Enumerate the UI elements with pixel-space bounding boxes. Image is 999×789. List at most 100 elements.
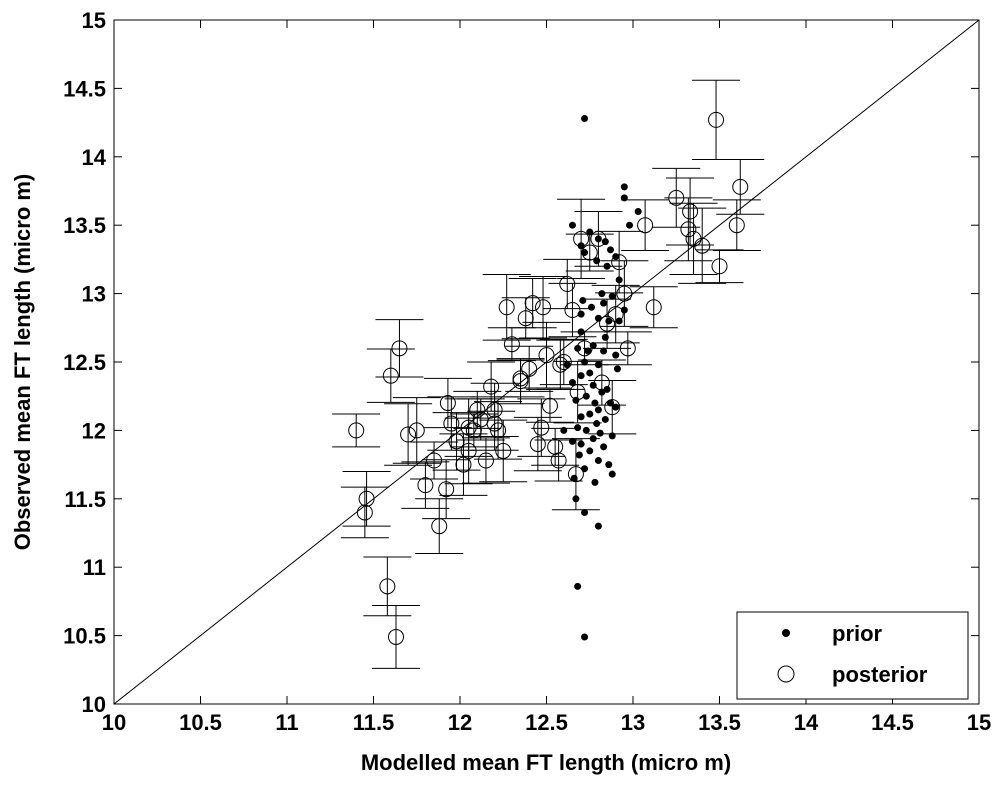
- prior-point: [579, 296, 587, 304]
- x-tick-label: 13.5: [698, 710, 741, 735]
- prior-point: [608, 470, 616, 478]
- y-tick-label: 10: [82, 692, 106, 717]
- posterior-error-bars: [332, 79, 765, 669]
- posterior-point: [529, 436, 546, 453]
- x-axis-title: Modelled mean FT length (micro m): [361, 750, 731, 775]
- posterior-point: [469, 401, 486, 418]
- prior-point: [560, 426, 568, 434]
- prior-point: [572, 495, 580, 503]
- prior-point: [577, 328, 585, 336]
- prior-point: [594, 406, 602, 414]
- posterior-point: [682, 203, 699, 220]
- posterior-point: [348, 422, 365, 439]
- y-tick-label: 11.5: [64, 487, 106, 512]
- posterior-point: [408, 422, 425, 439]
- posterior-point: [576, 340, 593, 357]
- posterior-point: [521, 360, 538, 377]
- posterior-point: [552, 356, 569, 373]
- prior-point: [584, 347, 592, 355]
- prior-point: [568, 437, 576, 445]
- prior-point: [575, 451, 583, 459]
- prior-point: [577, 413, 585, 421]
- posterior-point: [460, 419, 477, 436]
- x-tick-label: 14: [794, 710, 819, 735]
- posterior-point: [581, 244, 598, 261]
- prior-point: [574, 582, 582, 590]
- posterior-point: [593, 374, 610, 391]
- posterior-point: [607, 306, 624, 323]
- y-tick-label: 14.5: [63, 76, 106, 101]
- posterior-point: [559, 276, 576, 293]
- prior-point: [594, 361, 602, 369]
- prior-point: [589, 435, 597, 443]
- posterior-point: [694, 237, 711, 254]
- legend-posterior-marker: [777, 665, 795, 683]
- posterior-point: [358, 490, 375, 507]
- posterior-point: [495, 442, 512, 459]
- posterior-point: [604, 399, 621, 416]
- posterior-point: [573, 230, 590, 247]
- posterior-point: [431, 518, 448, 535]
- prior-point: [605, 317, 613, 325]
- prior-point: [587, 303, 595, 311]
- prior-point: [581, 508, 589, 516]
- axis-ticks: 10 10.5 11 11.5 12 12.5 13 13.5 14 14.5 15 10 10.5 11…: [63, 8, 991, 735]
- posterior-point: [391, 340, 408, 357]
- x-tick-label: 11.5: [353, 710, 395, 735]
- legend: prior posterior: [736, 611, 969, 700]
- prior-point: [570, 474, 578, 482]
- posterior-point: [616, 285, 633, 302]
- prior-point: [586, 228, 594, 236]
- posterior-point: [708, 111, 725, 128]
- posterior-point: [477, 452, 494, 469]
- posterior-point: [438, 481, 455, 498]
- prior-point: [620, 194, 628, 202]
- posterior-point: [685, 230, 702, 247]
- x-tick-label: 15: [967, 710, 991, 735]
- posterior-point: [533, 419, 550, 436]
- posterior-point: [538, 347, 555, 364]
- prior-point: [594, 235, 602, 243]
- x-tick-label: 10.5: [179, 710, 222, 735]
- prior-point: [586, 447, 594, 455]
- x-tick-label: 13: [621, 710, 645, 735]
- prior-point: [607, 399, 615, 407]
- prior-point: [615, 276, 623, 284]
- posterior-point: [524, 295, 541, 312]
- prior-point: [600, 299, 608, 307]
- prior-point: [612, 403, 620, 411]
- prior-point: [589, 381, 597, 389]
- prior-point: [568, 221, 576, 229]
- posterior-point: [637, 217, 654, 234]
- posterior-point: [512, 373, 529, 390]
- prior-point: [600, 443, 608, 451]
- y-tick-label: 15: [82, 8, 106, 33]
- prior-point: [607, 246, 615, 254]
- posterior-point: [680, 221, 697, 238]
- posterior-point: [498, 299, 515, 316]
- posterior-point: [550, 452, 567, 469]
- y-tick-label: 12.5: [63, 350, 106, 375]
- prior-point: [577, 440, 585, 448]
- y-tick-label: 11: [83, 555, 106, 580]
- posterior-point: [541, 397, 558, 414]
- posterior-point: [426, 452, 443, 469]
- posterior-point: [417, 477, 434, 494]
- prior-point: [594, 456, 602, 464]
- prior-point: [620, 183, 628, 191]
- prior-point: [581, 114, 589, 122]
- posterior-point: [448, 433, 465, 450]
- prior-point: [608, 292, 616, 300]
- prior-point: [563, 361, 571, 369]
- prior-point: [574, 344, 582, 352]
- prior-point: [589, 342, 597, 350]
- posterior-point: [455, 456, 472, 473]
- posterior-point: [356, 504, 373, 521]
- prior-point: [601, 415, 609, 423]
- prior-point: [577, 372, 585, 380]
- prior-point: [603, 262, 611, 270]
- prior-point: [586, 410, 594, 418]
- prior-point: [568, 379, 576, 387]
- posterior-point: [567, 466, 584, 483]
